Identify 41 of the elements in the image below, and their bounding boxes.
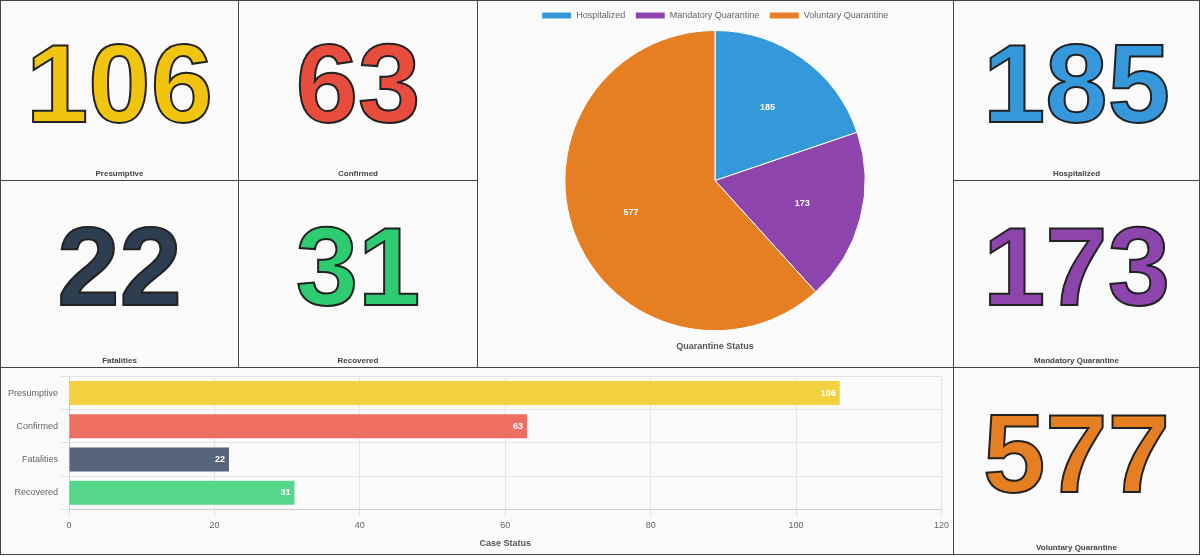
bar: [69, 480, 295, 505]
y-tick-label: Presumptive: [7, 387, 59, 398]
y-tick-label: Recovered: [14, 487, 59, 498]
x-tick-label: 0: [66, 520, 72, 531]
text: Mandatory Quarantine: [1033, 356, 1120, 365]
text: Recovered: [336, 356, 380, 365]
text: 106: [25, 20, 214, 146]
bar: [69, 447, 229, 472]
text: Presumptive: [94, 169, 145, 178]
x-tick-label: 20: [209, 520, 220, 531]
data-label: 185: [759, 101, 775, 112]
text: Fatalities: [101, 356, 138, 365]
data-label: 577: [623, 207, 639, 218]
data-label: 31: [280, 487, 291, 498]
legend-label: Hospitalized: [576, 9, 626, 20]
x-axis-title: Case Status: [479, 538, 532, 549]
x-tick-label: 100: [788, 520, 804, 531]
legend-label: Voluntary Quarantine: [803, 9, 889, 20]
text: 63: [294, 20, 422, 146]
text: 185: [982, 20, 1171, 146]
bar: [69, 414, 528, 439]
x-tick-label: 120: [933, 520, 950, 531]
text: Voluntary Quarantine: [1035, 543, 1118, 552]
text: Hospitalized: [1051, 169, 1102, 178]
data-label: 173: [794, 197, 810, 208]
x-tick-label: 40: [354, 520, 365, 531]
x-tick-label: 60: [500, 520, 511, 531]
x-tick-label: 80: [645, 520, 656, 531]
data-label: 63: [513, 420, 524, 431]
text: 31: [294, 204, 422, 329]
text: 577: [982, 391, 1171, 516]
bar: [69, 381, 840, 405]
y-tick-label: Fatalities: [22, 454, 59, 465]
y-tick-label: Confirmed: [16, 420, 59, 431]
data-label: 106: [820, 387, 836, 398]
text: Quarantine Status: [676, 341, 754, 352]
text: 173: [982, 204, 1171, 329]
data-label: 22: [214, 454, 225, 465]
text: Confirmed: [337, 169, 379, 178]
legend-label: Mandatory Quarantine: [669, 9, 760, 20]
text: 22: [56, 204, 183, 329]
